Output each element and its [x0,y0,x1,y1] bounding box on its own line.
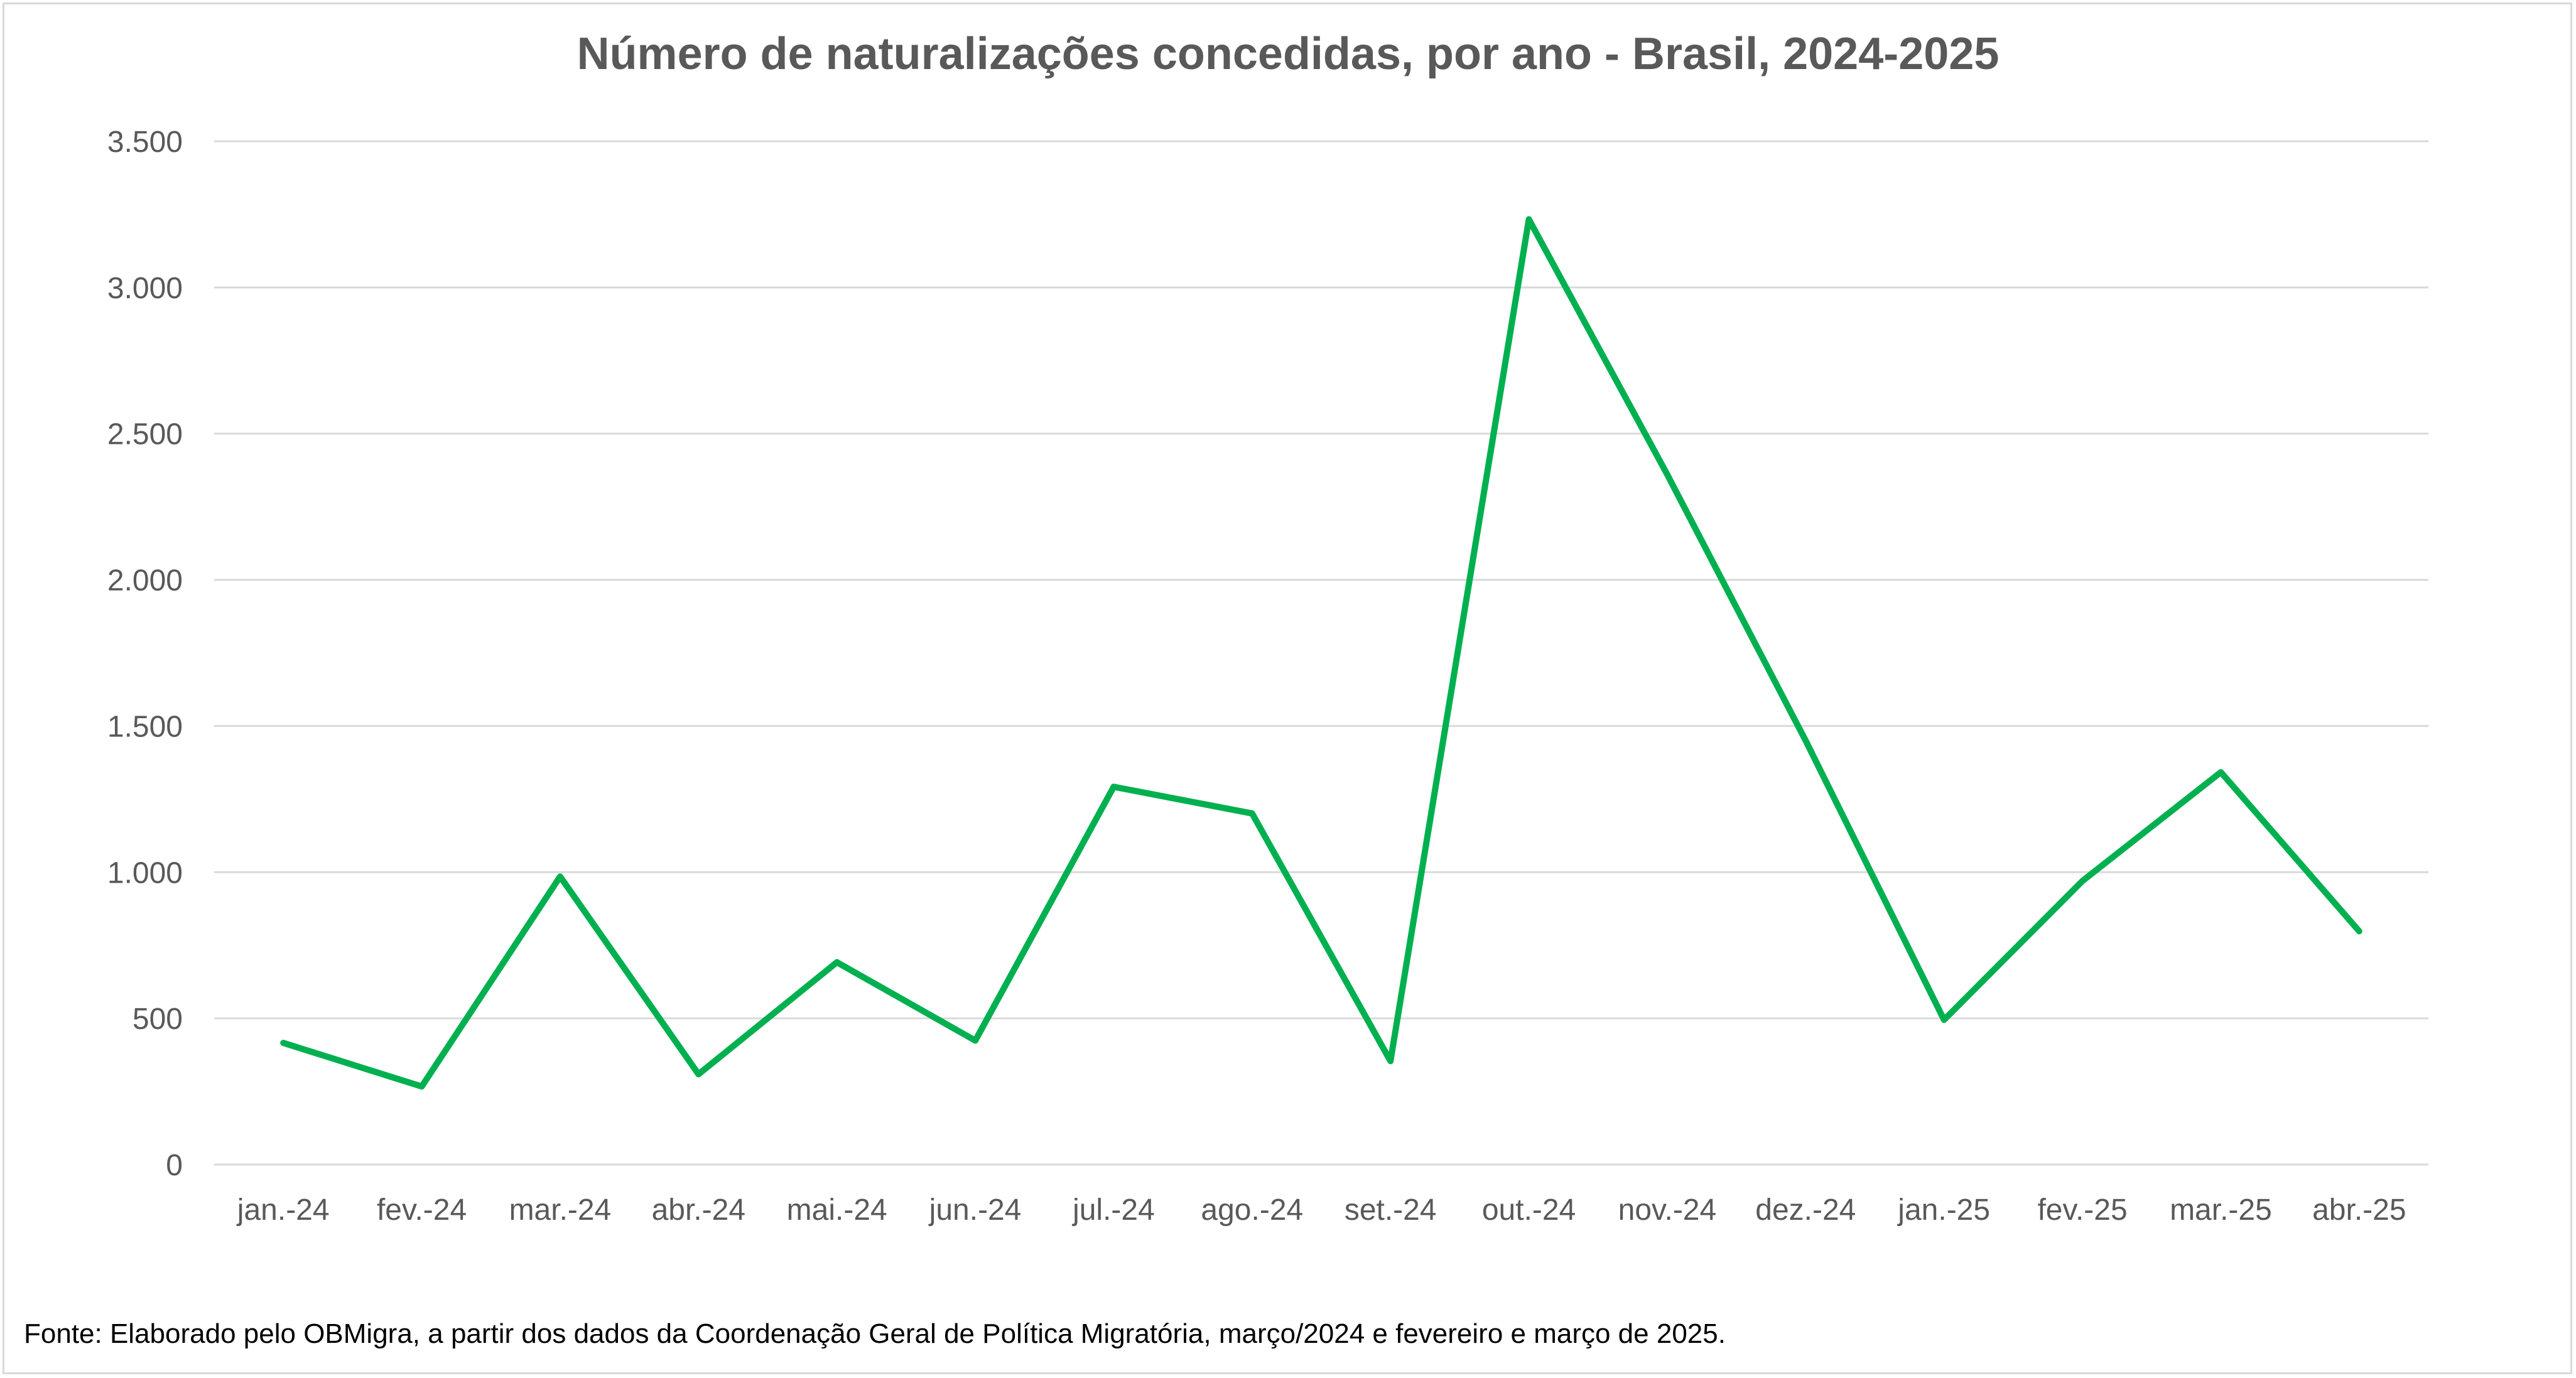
x-tick-label: out.-24 [1482,1193,1576,1227]
chart-title: Número de naturalizações concedidas, por… [576,29,2000,79]
x-tick-label: jul.-24 [1071,1193,1155,1227]
x-tick-label: mar.-24 [509,1193,612,1227]
y-tick-label: 1.500 [107,710,183,743]
series-line [280,216,2362,1090]
y-tick-label: 500 [133,1003,183,1036]
x-tick-label: abr.-24 [652,1193,745,1227]
x-tick-label: jun.-24 [928,1193,1022,1227]
x-tick-label: jan.-25 [1897,1193,1990,1227]
y-tick-label: 3.500 [107,126,183,159]
x-tick-label: set.-24 [1345,1193,1437,1227]
x-tick-label: mar.-25 [2170,1193,2272,1227]
x-tick-label: mai.-24 [787,1193,887,1227]
source-note: Fonte: Elaborado pelo OBMigra, a partir … [24,1318,1726,1349]
y-tick-label: 3.000 [107,272,183,305]
x-tick-label: fev.-25 [2037,1193,2127,1227]
x-tick-label: abr.-25 [2312,1193,2406,1227]
y-tick-label: 2.500 [107,418,183,451]
x-tick-label: jan.-24 [236,1193,330,1227]
y-tick-label: 0 [166,1149,183,1182]
x-tick-label: nov.-24 [1618,1193,1717,1227]
x-tick-label: ago.-24 [1201,1193,1303,1227]
x-tick-label: fev.-24 [377,1193,467,1227]
chart-frame [3,3,2572,1374]
x-tick-label: dez.-24 [1755,1193,1856,1227]
y-tick-label: 2.000 [107,564,183,598]
y-tick-label: 1.000 [107,856,183,890]
